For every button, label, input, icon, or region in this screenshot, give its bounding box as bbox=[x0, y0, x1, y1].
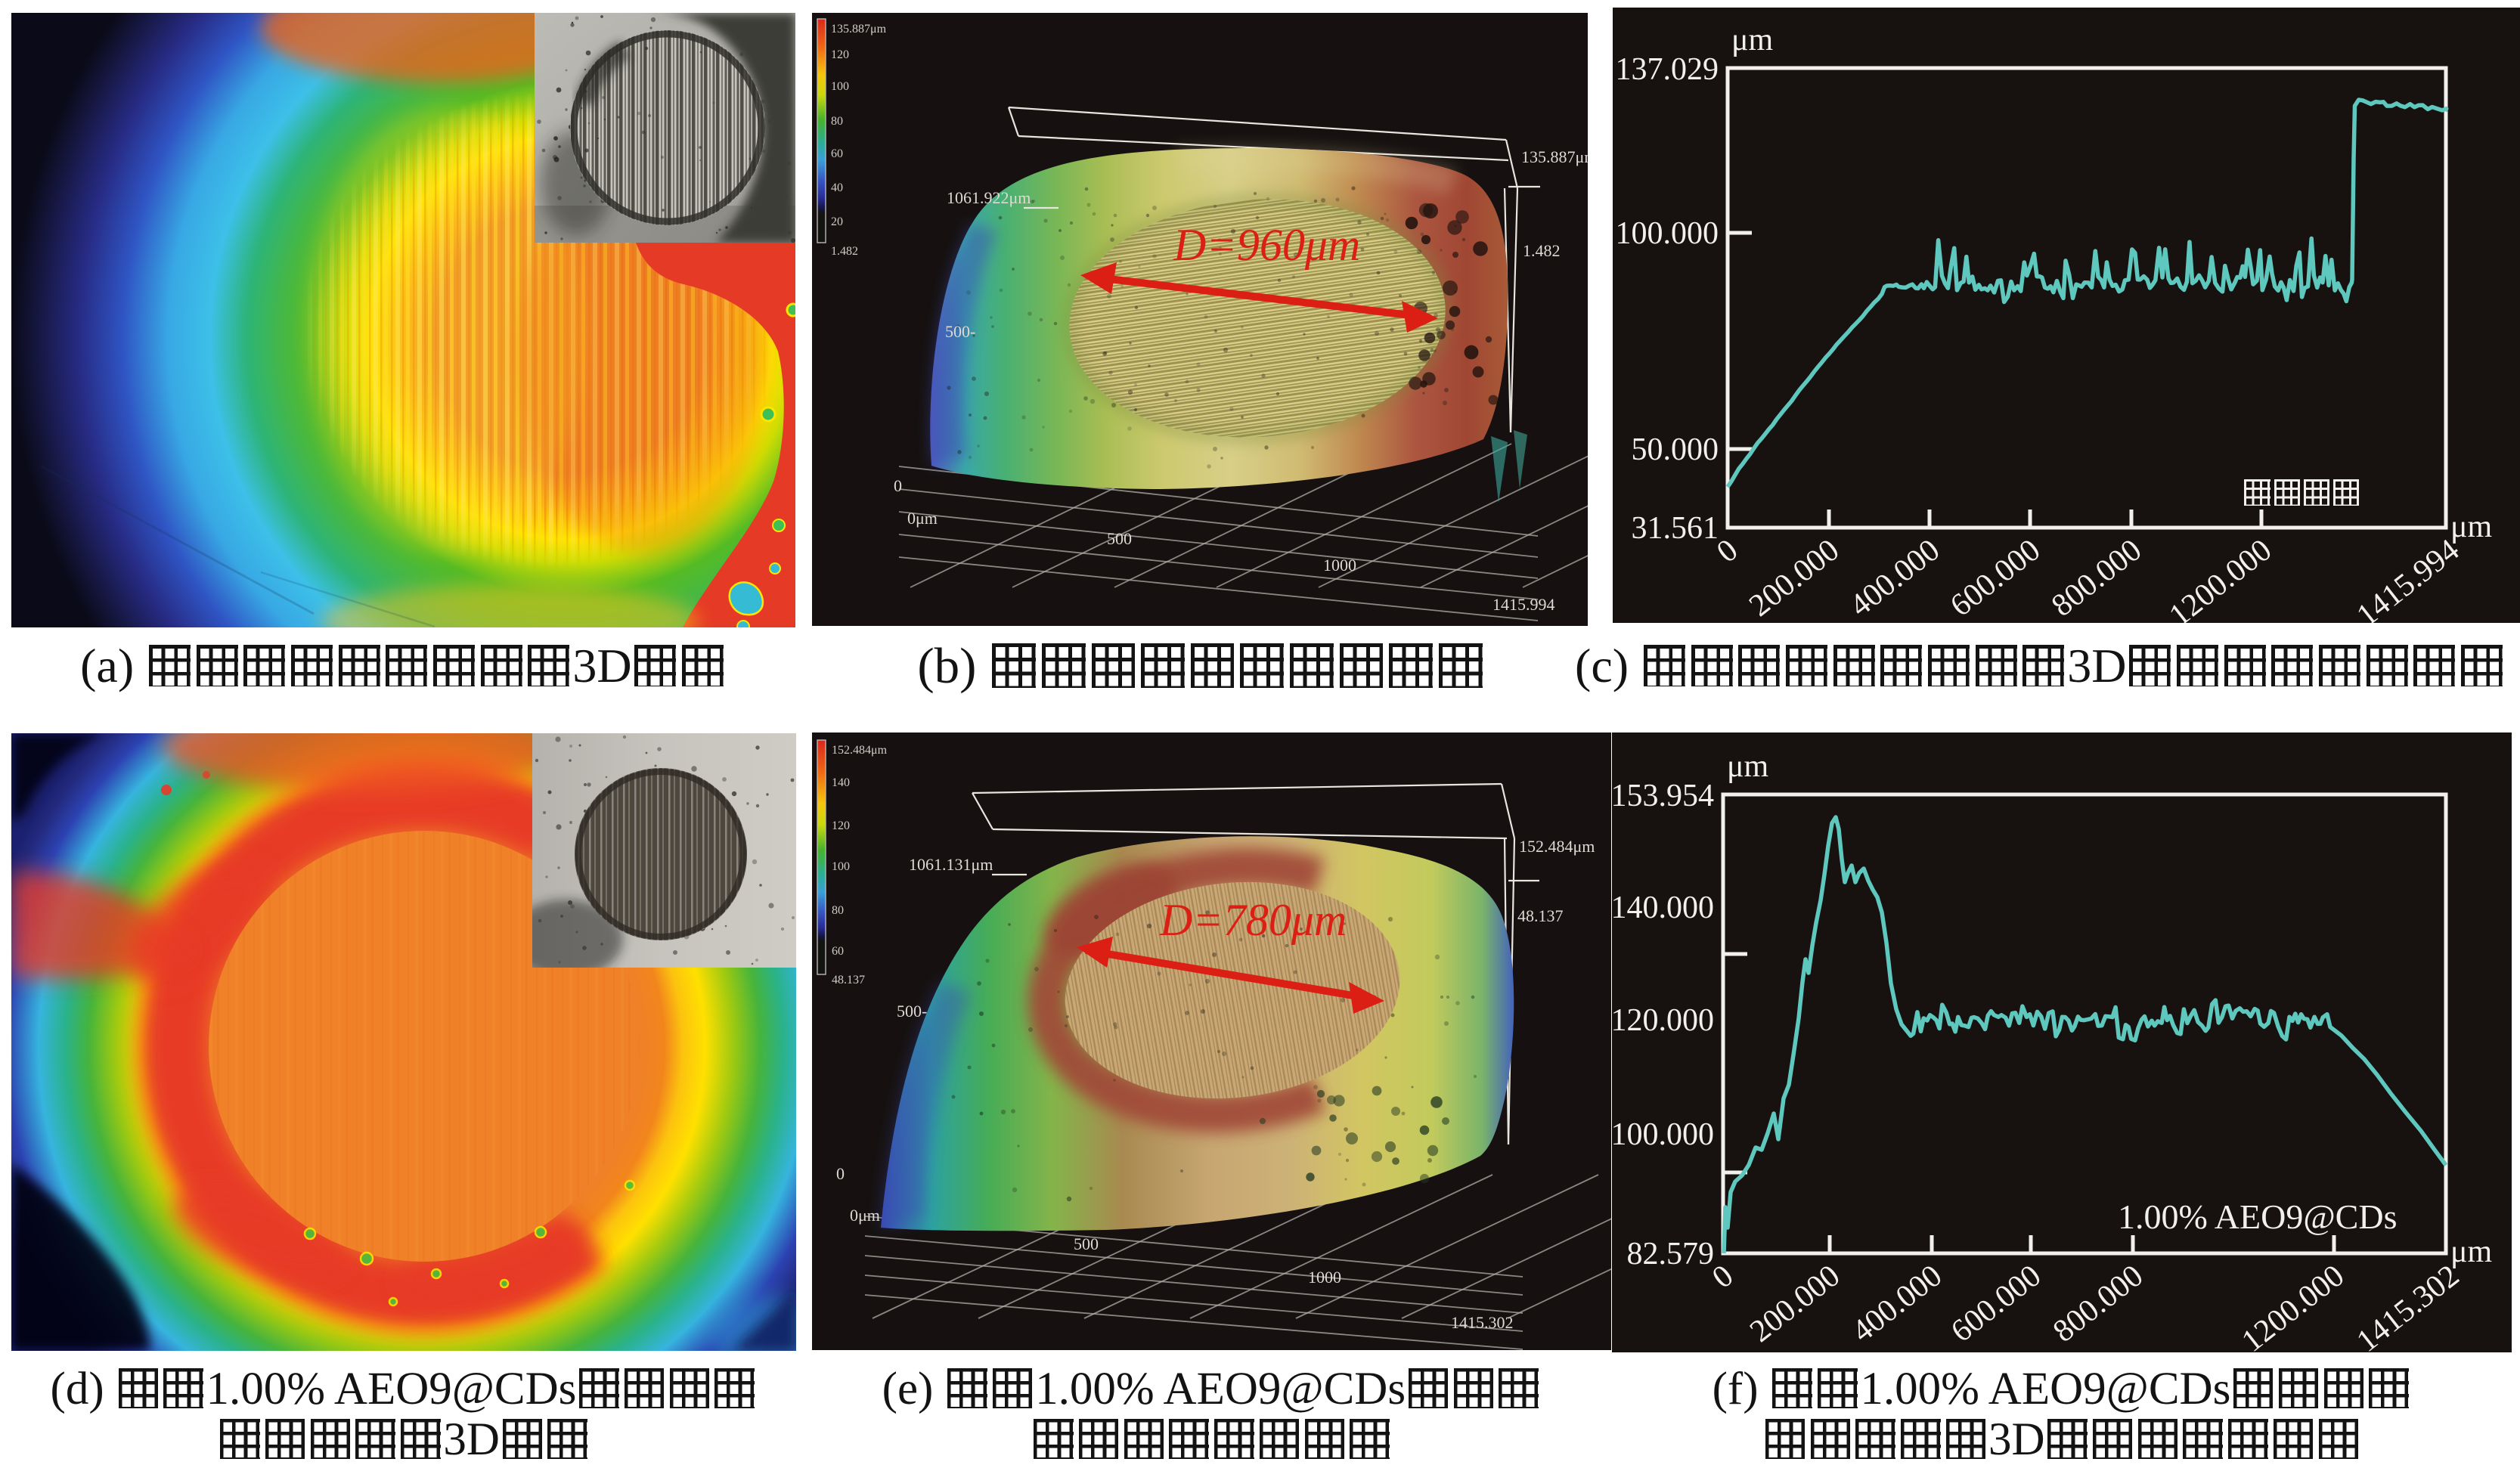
svg-text:0μm: 0μm bbox=[907, 509, 938, 528]
svg-text:60: 60 bbox=[832, 945, 844, 958]
svg-text:500-: 500- bbox=[897, 1002, 927, 1021]
svg-text:500: 500 bbox=[1107, 529, 1132, 548]
svg-text:μm: μm bbox=[1731, 23, 1774, 57]
svg-text:137.029: 137.029 bbox=[1616, 52, 1719, 87]
svg-text:μm: μm bbox=[1727, 749, 1769, 784]
svg-text:1415.302: 1415.302 bbox=[1451, 1313, 1514, 1332]
svg-text:D=960μm: D=960μm bbox=[1173, 220, 1360, 270]
svg-text:120: 120 bbox=[831, 48, 849, 61]
svg-text:31.561: 31.561 bbox=[1632, 511, 1719, 546]
svg-text:120: 120 bbox=[832, 819, 850, 832]
svg-text:1000: 1000 bbox=[1323, 556, 1356, 575]
svg-text:μm: μm bbox=[2450, 1234, 2493, 1269]
svg-text:152.484μm: 152.484μm bbox=[832, 744, 888, 757]
svg-text:1061.131μm: 1061.131μm bbox=[909, 855, 993, 874]
svg-text:60: 60 bbox=[831, 147, 843, 160]
svg-text:1415.994: 1415.994 bbox=[1492, 595, 1555, 614]
svg-text:40: 40 bbox=[831, 181, 843, 194]
svg-text:120.000: 120.000 bbox=[1612, 1003, 1714, 1038]
svg-text:140.000: 140.000 bbox=[1612, 890, 1714, 925]
svg-text:0: 0 bbox=[836, 1164, 845, 1183]
svg-text:μm: μm bbox=[2450, 509, 2493, 544]
svg-text:D=780μm: D=780μm bbox=[1159, 895, 1347, 945]
svg-text:1.482: 1.482 bbox=[1523, 241, 1561, 260]
svg-text:152.484μm: 152.484μm bbox=[1519, 837, 1595, 856]
svg-text:1.00% AEO9@CDs: 1.00% AEO9@CDs bbox=[2118, 1197, 2397, 1236]
svg-text:48.137: 48.137 bbox=[1517, 906, 1564, 925]
svg-text:500-: 500- bbox=[945, 322, 975, 341]
svg-text:135.887μm: 135.887μm bbox=[831, 23, 887, 36]
svg-text:0: 0 bbox=[894, 476, 902, 495]
svg-text:100: 100 bbox=[832, 860, 850, 873]
svg-text:0μm: 0μm bbox=[850, 1206, 880, 1225]
svg-text:100.000: 100.000 bbox=[1616, 216, 1719, 251]
svg-text:100.000: 100.000 bbox=[1612, 1117, 1714, 1152]
svg-text:140: 140 bbox=[832, 776, 850, 789]
svg-text:50.000: 50.000 bbox=[1632, 432, 1719, 467]
svg-text:100: 100 bbox=[831, 80, 849, 93]
svg-text:153.954: 153.954 bbox=[1612, 779, 1714, 813]
svg-text:135.887μm: 135.887μm bbox=[1521, 147, 1588, 166]
svg-text:500: 500 bbox=[1074, 1234, 1099, 1253]
svg-text:1000: 1000 bbox=[1308, 1268, 1341, 1287]
svg-text:1.482: 1.482 bbox=[831, 245, 858, 258]
svg-text:82.579: 82.579 bbox=[1627, 1237, 1715, 1271]
svg-text:80: 80 bbox=[831, 115, 843, 128]
svg-text:1061.922μm: 1061.922μm bbox=[947, 188, 1031, 207]
svg-text:80: 80 bbox=[832, 904, 844, 917]
svg-text:48.137: 48.137 bbox=[832, 974, 865, 986]
svg-text:20: 20 bbox=[831, 215, 843, 228]
